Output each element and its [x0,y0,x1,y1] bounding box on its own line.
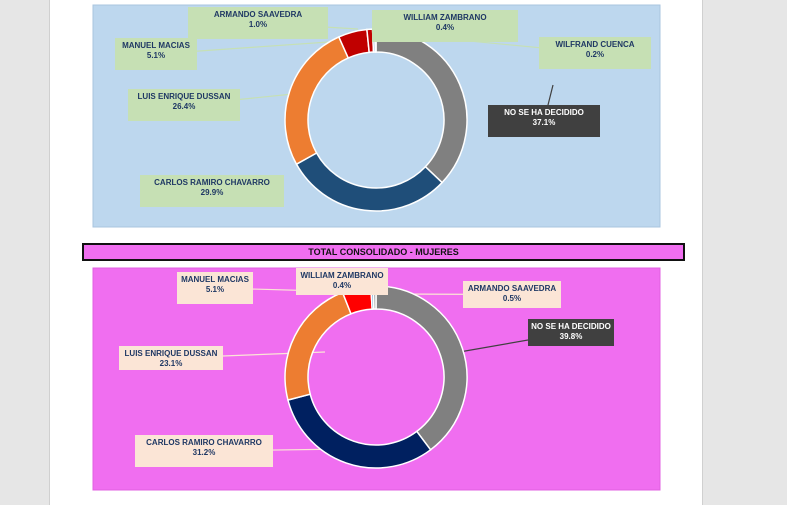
data-label-value: 0.2% [585,50,605,59]
data-label-name: WILLIAM ZAMBRANO [403,13,487,22]
data-label-name: NO SE HA DECIDIDO [531,322,611,331]
data-label-carlos-ramiro-chavarro: CARLOS RAMIRO CHAVARRO 29.9% [140,175,284,207]
data-label-name: ARMANDO SAAVEDRA [213,10,303,19]
data-label-value: 37.1% [532,118,556,127]
data-label-no-se-ha-decidido: NO SE HA DECIDIDO 39.8% [528,319,614,346]
data-label-william-zambrano: WILLIAM ZAMBRANO 0.4% [372,10,518,42]
data-label-value: 5.1% [146,51,166,60]
donut-chart-mujeres: NO SE HA DECIDIDO 39.8% CARLOS RAMIRO CHAV… [92,267,661,491]
section-title-mujeres: TOTAL CONSOLIDADO - MUJERES [82,243,685,261]
data-label-name: LUIS ENRIQUE DUSSAN [124,349,218,358]
data-label-value: 1.0% [248,20,268,29]
data-label-no-se-ha-decidido: NO SE HA DECIDIDO 37.1% [488,105,600,137]
data-label-wilfrand-cuenca: WILFRAND CUENCA 0.2% [539,37,651,69]
data-label-name: LUIS ENRIQUE DUSSAN [137,92,231,101]
data-label-value: 0.4% [435,23,455,32]
data-label-value: 26.4% [172,102,196,111]
data-label-luis-enrique-dussan: LUIS ENRIQUE DUSSAN 26.4% [128,89,240,121]
data-label-value: 39.8% [559,332,583,341]
data-label-name: MANUEL MACIAS [181,275,249,284]
data-label-name: MANUEL MACIAS [122,41,190,50]
data-label-luis-enrique-dussan: LUIS ENRIQUE DUSSAN 23.1% [119,346,223,370]
data-label-william-zambrano: WILLIAM ZAMBRANO 0.4% [296,268,388,295]
data-label-value: 31.2% [192,448,216,457]
data-label-name: WILFRAND CUENCA [555,40,635,49]
donut-chart-general: NO SE HA DECIDIDO 37.1% CARLOS RAMIRO CHAV… [92,4,661,228]
data-label-name: CARLOS RAMIRO CHAVARRO [154,178,270,187]
data-label-name: ARMANDO SAAVEDRA [467,284,557,293]
data-label-name: WILLIAM ZAMBRANO [300,271,384,280]
data-label-manuel-macias: MANUEL MACIAS 5.1% [115,38,197,70]
data-label-name: NO SE HA DECIDIDO [504,108,584,117]
data-label-manuel-macias: MANUEL MACIAS 5.1% [177,272,253,304]
data-label-name: CARLOS RAMIRO CHAVARRO [146,438,262,447]
data-label-value: 0.5% [502,294,522,303]
data-label-value: 5.1% [205,285,225,294]
data-label-armando-saavedra: ARMANDO SAAVEDRA 1.0% [188,7,328,39]
data-label-value: 0.4% [332,281,352,290]
data-label-carlos-ramiro-chavarro: CARLOS RAMIRO CHAVARRO 31.2% [135,435,273,467]
data-label-value: 23.1% [159,359,183,368]
data-label-armando-saavedra: ARMANDO SAAVEDRA 0.5% [463,281,561,308]
data-label-value: 29.9% [200,188,224,197]
